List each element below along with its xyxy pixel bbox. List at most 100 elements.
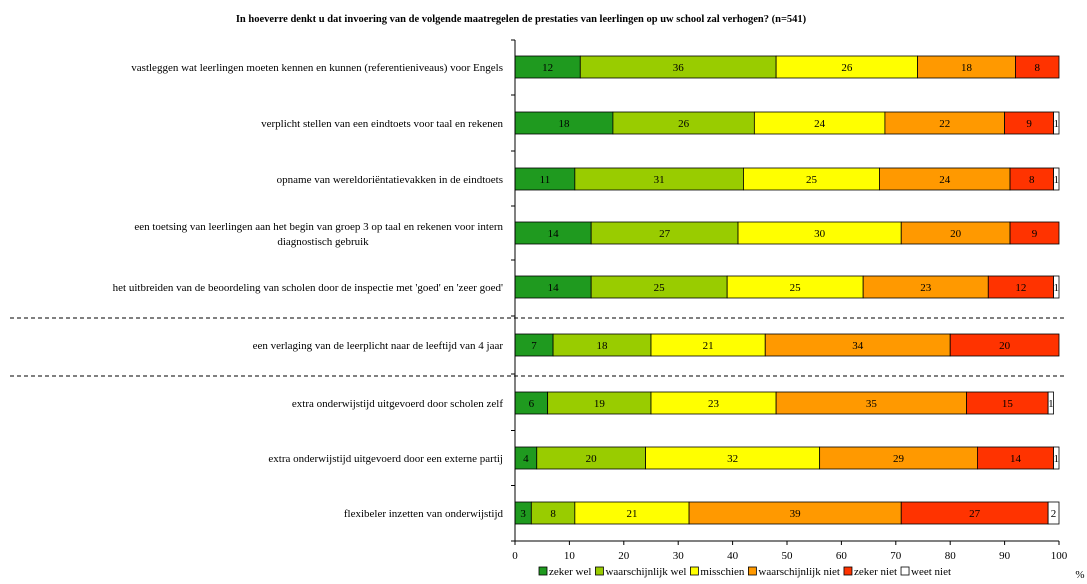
bar-value-label: 32 bbox=[727, 453, 738, 465]
bar-value-label: 23 bbox=[708, 398, 720, 410]
bar-segment bbox=[1009, 221, 1060, 245]
x-tick-label: 80 bbox=[945, 550, 957, 562]
bar-value-label: 9 bbox=[1026, 118, 1032, 130]
bar-value-label: 18 bbox=[961, 62, 973, 74]
category-label: het uitbreiden van de beoordeling van sc… bbox=[113, 282, 503, 294]
bar-value-label: 39 bbox=[790, 508, 802, 520]
bar-value-label: 1 bbox=[1054, 118, 1060, 130]
bar-value-label: 22 bbox=[939, 118, 950, 130]
bar-value-label: 8 bbox=[550, 508, 556, 520]
bar-value-label: 11 bbox=[540, 174, 551, 186]
bar-value-label: 27 bbox=[969, 508, 981, 520]
bar-value-label: 24 bbox=[939, 174, 951, 186]
x-tick-label: 100 bbox=[1051, 550, 1068, 562]
bar-segment bbox=[1047, 391, 1054, 415]
bar-value-label: 9 bbox=[1032, 228, 1038, 240]
bar-value-label: 35 bbox=[866, 398, 878, 410]
bar-value-label: 14 bbox=[548, 228, 560, 240]
legend-label: misschien bbox=[700, 566, 744, 578]
category-label: verplicht stellen van een eindtoets voor… bbox=[261, 118, 503, 130]
bar-value-label: 8 bbox=[1029, 174, 1035, 186]
bar-value-label: 1 bbox=[1054, 282, 1060, 294]
category-label: een verlaging van de leerplicht naar de … bbox=[253, 340, 504, 352]
category-label: een toetsing van leerlingen aan het begi… bbox=[134, 221, 503, 233]
bar-value-label: 18 bbox=[558, 118, 570, 130]
bar-value-label: 25 bbox=[654, 282, 666, 294]
x-tick-label: 40 bbox=[727, 550, 739, 562]
category-label: vastleggen wat leerlingen moeten kennen … bbox=[131, 62, 503, 74]
bar-value-label: 25 bbox=[806, 174, 818, 186]
bar-value-label: 27 bbox=[659, 228, 671, 240]
bar-value-label: 29 bbox=[893, 453, 905, 465]
category-label: opname van wereldoriëntatievakken in de … bbox=[277, 174, 503, 186]
x-axis-label: % bbox=[1075, 569, 1084, 581]
legend-swatch bbox=[690, 566, 699, 576]
bar-value-label: 3 bbox=[520, 508, 526, 520]
x-tick-label: 70 bbox=[890, 550, 902, 562]
x-tick-label: 30 bbox=[673, 550, 685, 562]
bar-value-label: 23 bbox=[920, 282, 932, 294]
bar-value-label: 8 bbox=[1034, 62, 1040, 74]
bar-value-label: 24 bbox=[814, 118, 826, 130]
bar-segment bbox=[1053, 275, 1060, 299]
x-axis: 0 10 20 30 40 50 60 70 80 90 100 bbox=[10, 39, 1068, 562]
category-labels: vastleggen wat leerlingen moeten kennen … bbox=[113, 62, 504, 520]
bar-value-label: 14 bbox=[548, 282, 560, 294]
x-tick-label: 60 bbox=[836, 550, 848, 562]
bar-value-label: 30 bbox=[814, 228, 826, 240]
bar-segment bbox=[949, 333, 1060, 357]
bars-group: 12 36 26 18 818 26 24 22 9 111 31 25 24 8 114 27 30 20 914… bbox=[514, 55, 1060, 525]
bar-value-label: 2 bbox=[1051, 508, 1057, 520]
bar-value-label: 20 bbox=[586, 453, 598, 465]
legend-label: zeker wel bbox=[549, 566, 591, 578]
bar-value-label: 1 bbox=[1054, 174, 1060, 186]
x-tick-label: 0 bbox=[512, 550, 518, 562]
bar-value-label: 14 bbox=[1010, 453, 1022, 465]
bar-value-label: 4 bbox=[523, 453, 529, 465]
bar-value-label: 36 bbox=[673, 62, 685, 74]
legend-swatch bbox=[748, 566, 757, 576]
category-label: extra onderwijstijd uitgevoerd door een … bbox=[268, 453, 503, 465]
bar-value-label: 12 bbox=[542, 62, 553, 74]
bar-value-label: 7 bbox=[531, 340, 537, 352]
bar-value-label: 20 bbox=[999, 340, 1011, 352]
bar-value-label: 1 bbox=[1048, 398, 1054, 410]
category-label: flexibeler inzetten van onderwijstijd bbox=[344, 508, 504, 520]
bar-value-label: 20 bbox=[950, 228, 962, 240]
bar-value-label: 15 bbox=[1002, 398, 1014, 410]
legend-swatch bbox=[595, 566, 604, 576]
x-tick-label: 20 bbox=[618, 550, 630, 562]
bar-value-label: 1 bbox=[1054, 453, 1060, 465]
legend-label: zeker niet bbox=[854, 566, 897, 578]
bar-value-label: 12 bbox=[1015, 282, 1026, 294]
bar-value-label: 31 bbox=[654, 174, 665, 186]
category-label-line2: diagnostisch gebruik bbox=[277, 236, 369, 248]
bar-value-label: 19 bbox=[594, 398, 606, 410]
chart-title: In hoeverre denkt u dat invoering van de… bbox=[236, 14, 807, 25]
x-tick-label: 10 bbox=[564, 550, 576, 562]
bar-segment bbox=[1053, 111, 1060, 135]
bar-segment bbox=[1053, 167, 1060, 191]
bar-value-label: 34 bbox=[852, 340, 864, 352]
bar-value-label: 26 bbox=[678, 118, 690, 130]
category-label: extra onderwijstijd uitgevoerd door scho… bbox=[292, 398, 503, 410]
x-tick-label: 50 bbox=[782, 550, 794, 562]
x-tick-label: 90 bbox=[999, 550, 1011, 562]
bar-value-label: 18 bbox=[597, 340, 609, 352]
bar-segment bbox=[1015, 55, 1060, 79]
bar-segment bbox=[1053, 446, 1060, 470]
bar-value-label: 21 bbox=[703, 340, 714, 352]
bar-value-label: 6 bbox=[529, 398, 535, 410]
bar-value-label: 25 bbox=[790, 282, 802, 294]
legend-swatch bbox=[900, 566, 910, 576]
bar-value-label: 26 bbox=[841, 62, 853, 74]
bar-value-label: 21 bbox=[626, 508, 637, 520]
legend: zeker wel waarschijnlijk wel misschien waar… bbox=[538, 566, 951, 578]
legend-label: weet niet bbox=[911, 566, 951, 578]
legend-swatch bbox=[538, 566, 548, 576]
bar-segment bbox=[1047, 501, 1060, 525]
legend-label: waarschijnlijk niet bbox=[758, 566, 840, 578]
legend-swatch bbox=[843, 566, 853, 576]
legend-label: waarschijnlijk wel bbox=[605, 566, 686, 578]
